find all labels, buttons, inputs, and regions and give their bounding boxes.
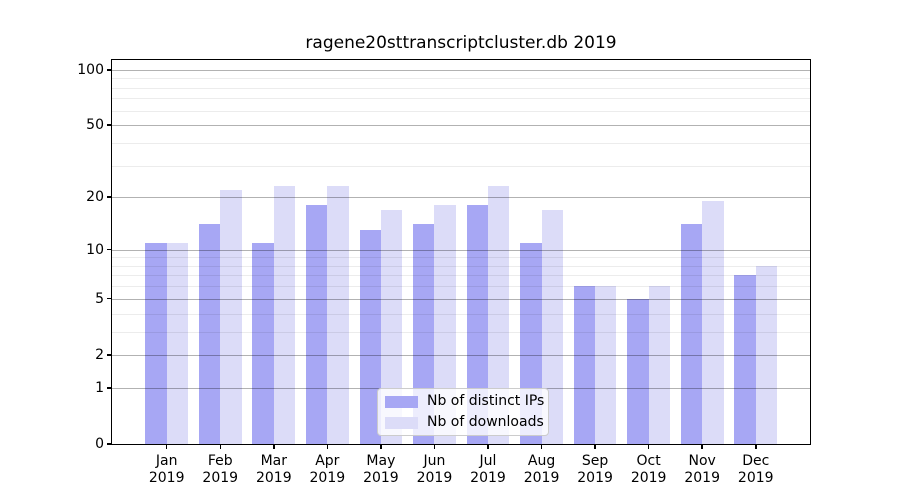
grid-line-minor <box>112 257 810 259</box>
grid-line-major <box>112 298 810 300</box>
legend-label-distinct-ips: Nb of distinct IPs <box>427 393 545 409</box>
legend-label-downloads: Nb of downloads <box>427 414 544 430</box>
grid-line-major <box>112 354 810 356</box>
y-tick-mark <box>107 387 111 389</box>
x-tick-label-aug: Aug 2019 <box>523 453 560 486</box>
x-tick-label-nov: Nov 2019 <box>684 453 720 486</box>
legend-item-distinct-ips: Nb of distinct IPs <box>385 392 544 411</box>
legend-item-downloads: Nb of downloads <box>385 413 544 432</box>
bar-downloads-aug <box>541 209 563 444</box>
y-tick-label: 1 <box>95 379 104 396</box>
bar-distinct-ips-jul <box>466 205 488 444</box>
bar-distinct-ips-mar <box>252 242 274 444</box>
grid-line-minor <box>112 275 810 277</box>
y-tick-label: 50 <box>86 117 104 134</box>
x-tick-label-dec: Dec 2019 <box>737 453 774 486</box>
x-tick-mark <box>326 445 329 449</box>
bar-downloads-nov <box>702 201 724 444</box>
x-tick-mark <box>165 445 168 449</box>
bar-downloads-mar <box>273 186 296 444</box>
grid-line-major <box>112 125 810 127</box>
x-tick-label-sep: Sep 2019 <box>577 453 613 486</box>
x-tick-label-oct: Oct 2019 <box>630 453 667 486</box>
y-tick-mark <box>107 124 111 126</box>
x-tick-mark <box>273 445 275 449</box>
y-tick-mark <box>107 443 111 445</box>
grid-line-minor <box>112 78 810 80</box>
bar-distinct-ips-nov <box>680 224 703 444</box>
chart-title: ragene20sttranscriptcluster.db 2019 <box>305 33 617 53</box>
x-tick-mark <box>755 445 757 449</box>
grid-line-minor <box>112 142 810 144</box>
y-tick-mark <box>107 354 111 356</box>
grid-line-major <box>112 69 810 71</box>
grid-line-major <box>112 249 810 251</box>
bar-distinct-ips-dec <box>734 275 756 444</box>
bar-downloads-feb <box>220 189 242 444</box>
legend-swatch-distinct-ips-icon <box>385 395 418 408</box>
y-tick-label: 5 <box>95 290 104 307</box>
bar-downloads-jul <box>488 186 510 444</box>
bar-distinct-ips-oct <box>627 298 649 444</box>
y-tick-label: 2 <box>95 346 104 363</box>
x-tick-mark <box>540 445 543 449</box>
x-tick-label-jan: Jan 2019 <box>148 453 185 486</box>
bar-downloads-apr <box>327 186 349 444</box>
bar-downloads-jun <box>434 205 456 444</box>
y-tick-mark <box>107 297 111 300</box>
bar-distinct-ips-sep <box>573 286 596 444</box>
y-tick-mark <box>107 69 111 71</box>
x-tick-mark <box>380 445 382 449</box>
bar-distinct-ips-feb <box>198 224 221 444</box>
plot-area <box>112 60 810 444</box>
x-tick-mark <box>487 445 489 449</box>
y-tick-mark <box>107 196 111 198</box>
x-tick-mark <box>433 445 436 449</box>
y-tick-label: 10 <box>86 241 104 258</box>
legend-swatch-downloads-icon <box>385 416 418 429</box>
grid-line-minor <box>112 87 810 89</box>
x-tick-mark <box>219 445 221 449</box>
y-tick-label: 0 <box>95 436 104 452</box>
grid-line-minor <box>112 110 810 112</box>
bar-downloads-may <box>380 209 403 444</box>
bar-downloads-oct <box>648 286 671 444</box>
x-tick-label-may: May 2019 <box>363 453 399 486</box>
x-tick-label-apr: Apr 2019 <box>309 453 346 486</box>
grid-line-minor <box>112 98 810 100</box>
bar-distinct-ips-apr <box>305 205 328 444</box>
x-tick-label-feb: Feb 2019 <box>202 453 239 486</box>
bar-downloads-sep <box>595 286 617 444</box>
grid-line-minor <box>112 165 810 167</box>
grid-line-minor <box>112 331 810 333</box>
grid-line-minor <box>112 265 810 267</box>
x-tick-label-mar: Mar 2019 <box>255 453 292 486</box>
grid-line-major <box>112 197 810 199</box>
y-tick-label: 100 <box>77 61 104 78</box>
x-tick-mark <box>701 445 703 449</box>
x-tick-mark <box>647 445 650 449</box>
grid-line-minor <box>112 313 810 315</box>
legend: Nb of distinct IPs Nb of downloads <box>377 388 549 436</box>
bar-distinct-ips-may <box>359 230 381 444</box>
bar-distinct-ips-jan <box>145 242 167 444</box>
x-tick-label-jul: Jul 2019 <box>470 453 506 486</box>
y-tick-mark <box>107 248 111 251</box>
grid-line-minor <box>112 286 810 288</box>
x-tick-mark <box>594 445 596 449</box>
bar-downloads-dec <box>755 265 778 444</box>
bar-downloads-jan <box>166 242 189 444</box>
y-tick-label: 20 <box>86 189 104 206</box>
x-tick-label-jun: Jun 2019 <box>416 453 453 486</box>
